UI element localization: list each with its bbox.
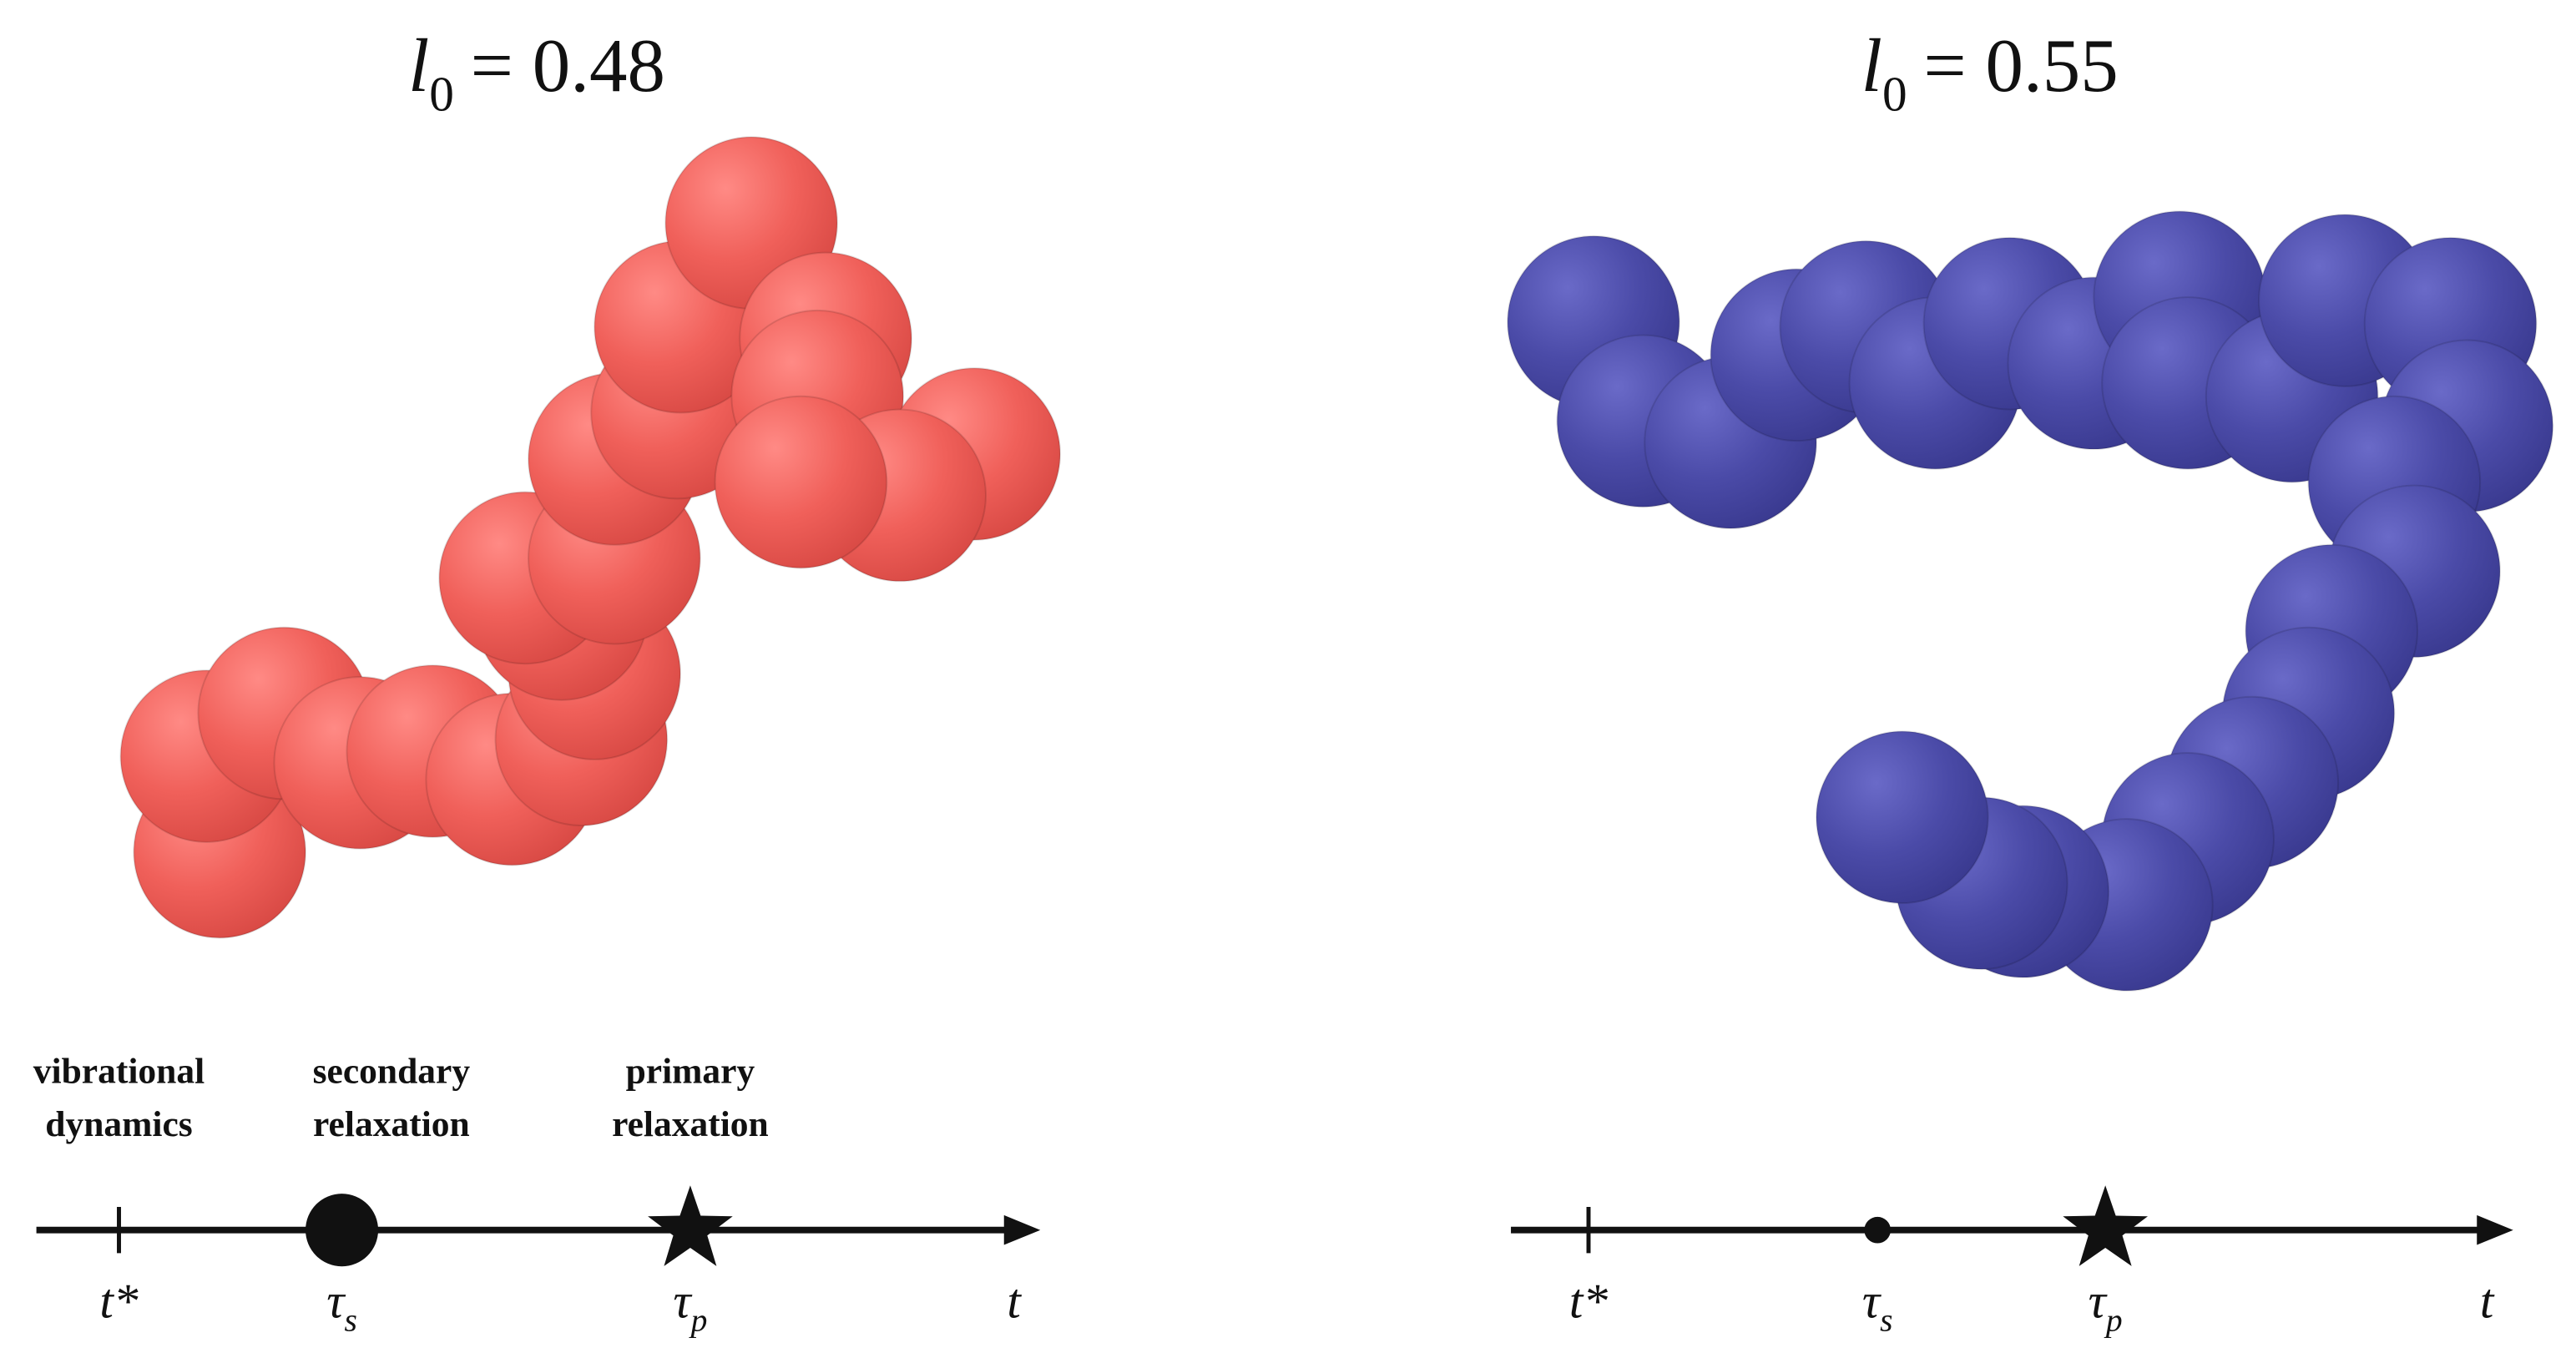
t-label: t [1007,1274,1022,1329]
annotation: relaxation [313,1104,470,1144]
title-rest: = 0.55 [1923,23,2118,108]
tau-symbol: τ [326,1274,346,1329]
tau-p-label: τp [673,1274,707,1339]
t-star-label: t* [99,1274,138,1329]
tau-p-marker [2063,1185,2149,1266]
t-label: t [2480,1274,2495,1329]
title-subscript: 0 [429,67,454,122]
tau-symbol: τ [673,1274,693,1329]
annotation: vibrational [33,1052,205,1092]
bead [1816,730,1989,905]
axis-arrow [2477,1214,2513,1245]
tau-subscript: s [344,1301,356,1338]
title-symbol: l [408,23,429,108]
panel-title: l0 = 0.55 [1861,23,2119,122]
tau-subscript: p [689,1301,708,1338]
tau-p-label: τp [2089,1274,2123,1339]
axis-arrow [1003,1214,1041,1245]
tau-symbol: τ [1862,1274,1882,1329]
annotation: relaxation [612,1104,769,1144]
tau-s-marker [306,1194,379,1267]
annotation: primary [626,1052,755,1092]
panel-title: l0 = 0.48 [408,23,665,122]
title-symbol: l [1861,23,1882,108]
t-star-label: t* [1569,1274,1608,1329]
annotation: secondary [313,1052,471,1092]
tau-symbol: τ [2089,1274,2109,1329]
annotation: dynamics [45,1104,192,1144]
tau-subscript: s [1880,1301,1892,1338]
tau-p-marker [648,1185,733,1266]
tau-s-marker [1864,1216,1892,1244]
tau-s-label: τs [326,1274,357,1339]
title-rest: = 0.48 [471,23,665,108]
bead [714,395,888,569]
tau-subscript: p [2104,1301,2123,1338]
tau-s-label: τs [1862,1274,1893,1339]
title-subscript: 0 [1882,67,1907,122]
